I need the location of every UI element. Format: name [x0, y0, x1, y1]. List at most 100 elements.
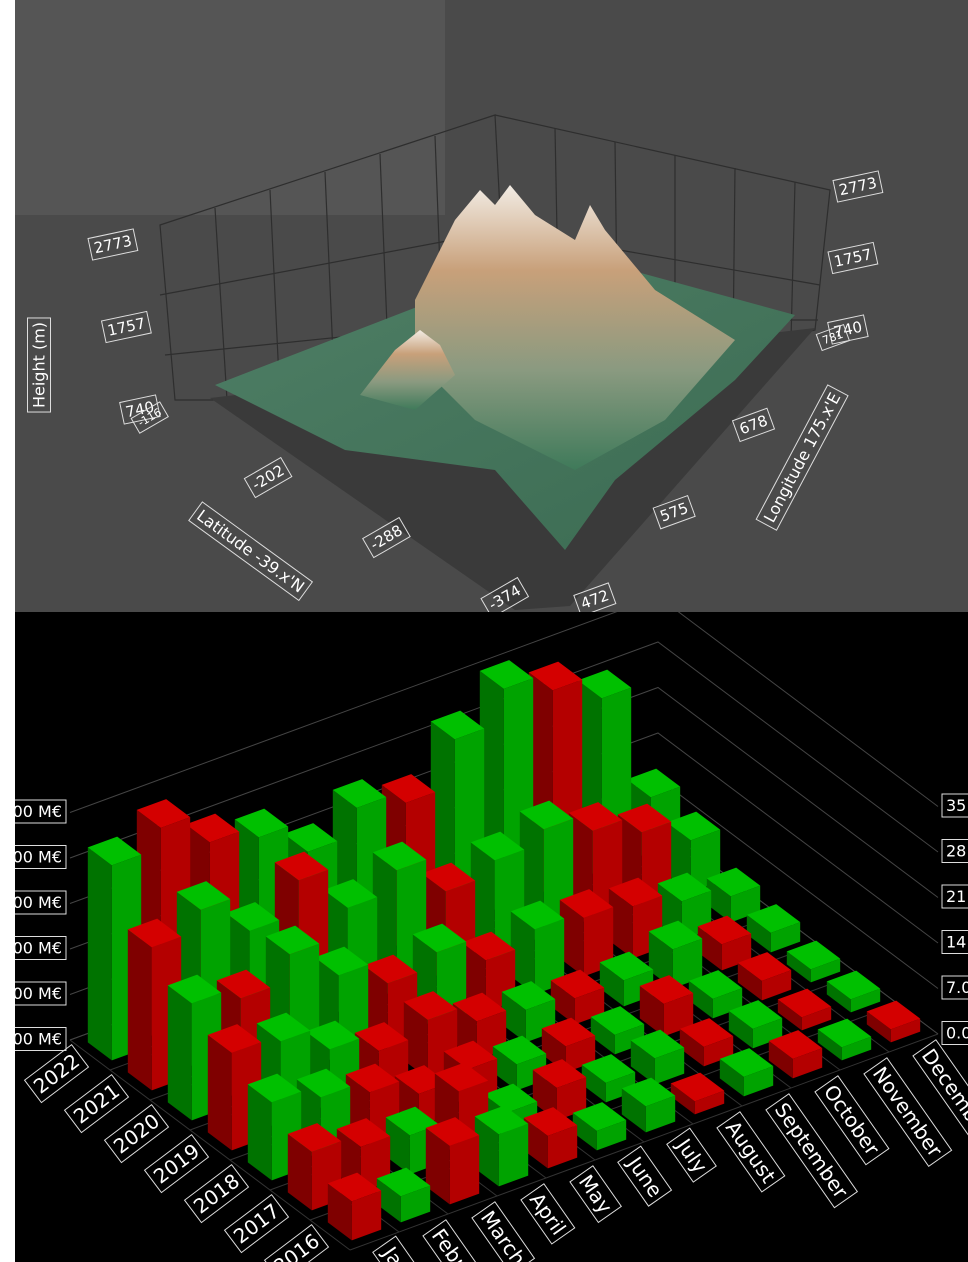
bar-top [225, 902, 280, 931]
bar-top [621, 1077, 676, 1107]
bar-top [314, 946, 369, 976]
z-axis-title-group: Height (m) [27, 317, 51, 413]
bar-side [474, 1116, 499, 1187]
bar-side [817, 1029, 842, 1061]
bar-side [385, 1117, 410, 1175]
bar-top [430, 710, 485, 740]
y-tick-label-right-group: 28.00 M€ [941, 839, 968, 863]
bar-top [216, 969, 271, 999]
bar-top [354, 1022, 409, 1051]
bar-top [167, 974, 222, 1004]
y-tick-label-left-box [15, 799, 67, 824]
bar [777, 988, 832, 1031]
bar-front [534, 918, 565, 995]
y-tick-label-left-box [15, 981, 67, 1006]
bar-side [719, 1058, 744, 1097]
y-tick-label-box [573, 582, 617, 612]
bar-front [672, 938, 703, 989]
bar-side [768, 1040, 793, 1079]
y-tick-label-left-box [15, 936, 67, 960]
bar [621, 1077, 676, 1133]
bar-top [87, 836, 142, 866]
bar-top [372, 841, 427, 871]
x-tick-label-box [243, 456, 293, 499]
y-tick-label-left: 35.00 M€ [15, 802, 62, 821]
legend-year-label-box [23, 1044, 90, 1104]
bar-top [185, 813, 240, 843]
y-tick-label-left-group: 0.00 M€ [15, 1027, 67, 1051]
bar-top [256, 1012, 311, 1042]
bar-side [590, 1016, 615, 1055]
bar-front [810, 958, 841, 983]
bar-front [351, 1190, 382, 1241]
bar-side [501, 991, 526, 1043]
bar-front [654, 1047, 685, 1085]
bar-side [621, 1088, 646, 1133]
bar-top [207, 1024, 262, 1053]
bar [826, 970, 881, 1013]
bar [630, 1029, 685, 1085]
bar-top [461, 931, 516, 961]
bar-side [559, 899, 584, 977]
y-tick-label-left-box [15, 890, 67, 915]
bar-top [421, 862, 476, 892]
bar-front [449, 1135, 480, 1205]
bar-front [752, 1018, 783, 1049]
z-tick-label-left-group: 740 [119, 394, 161, 425]
floor-line [349, 1033, 939, 1251]
bar-top [648, 920, 703, 950]
bar-top [283, 823, 338, 852]
bar-front [743, 1066, 774, 1097]
bar-front [645, 1095, 676, 1133]
bar-top [336, 1118, 391, 1147]
bar-top [706, 867, 761, 897]
y-tick-label-right-box [941, 930, 968, 954]
bar-side [87, 847, 112, 1061]
bar [688, 970, 743, 1019]
bar-top [425, 1117, 480, 1146]
z-tick-label-left-box [119, 394, 161, 425]
y-tick-label-right-group: 0.00 M€ [941, 1021, 968, 1045]
terrain-peak [415, 185, 735, 470]
bar-front [583, 907, 614, 977]
bar [532, 1059, 587, 1121]
bar-side [581, 1064, 606, 1103]
z-tick-label-right-box [832, 170, 884, 203]
bar [581, 1054, 636, 1103]
bar-top [786, 940, 841, 970]
bar-front [694, 1090, 725, 1115]
bar-top [381, 774, 436, 803]
bar-top [728, 1000, 783, 1029]
bar-top [470, 831, 525, 861]
bar [559, 889, 614, 977]
x-tick-label-box [716, 1111, 786, 1193]
y-tick-label-box [815, 323, 851, 352]
terrain-hill [360, 330, 455, 410]
x-tick-label-box [130, 401, 169, 434]
bar-side [523, 1117, 548, 1169]
bar [474, 1105, 529, 1187]
bar-top [234, 808, 289, 838]
bar-top [617, 803, 672, 833]
y-tick-label-left-box [15, 845, 67, 869]
bar-top [287, 1123, 342, 1152]
bar-top [777, 988, 832, 1018]
bar-top [581, 1054, 636, 1083]
grid-line [69, 612, 939, 813]
bar-side [786, 951, 811, 983]
bar-top [247, 1073, 302, 1103]
bar-top [688, 970, 743, 999]
bar-side [746, 914, 771, 953]
bar-top [274, 851, 329, 881]
bar-side [688, 980, 713, 1019]
bar-side [327, 1183, 352, 1241]
bar-front [614, 1024, 645, 1055]
bar [728, 1000, 783, 1049]
bar-top [519, 800, 574, 830]
y-axis-title-box [755, 384, 849, 531]
bar-side [376, 1178, 401, 1223]
bar-top [474, 1105, 529, 1135]
z-tick-label-right-group: 2773 [832, 170, 884, 203]
